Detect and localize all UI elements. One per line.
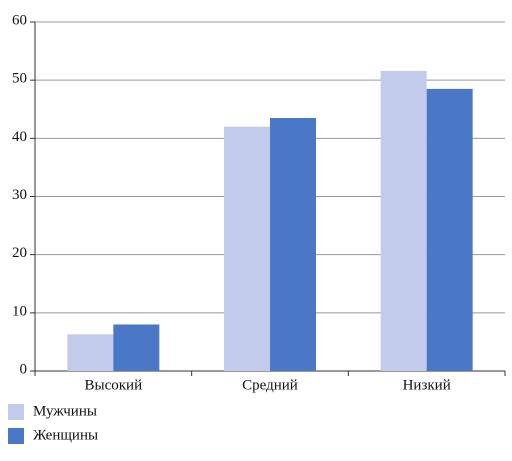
bar [67,334,114,371]
y-tick-label: 40 [12,129,27,145]
x-tick-label: Высокий [85,377,143,393]
bar [380,70,427,372]
y-tick-label: 50 [12,71,27,87]
x-tick-label: Средний [242,377,298,393]
y-tick-label: 0 [20,361,28,377]
y-tick-label: 60 [12,12,27,28]
bar [426,88,473,372]
y-tick-label: 30 [12,187,27,203]
bar [270,117,316,371]
y-tick-label: 20 [12,245,27,261]
bar [224,126,270,371]
legend-label: Мужчины [33,403,97,419]
legend-label: Женщины [33,427,98,443]
bar [113,324,160,371]
y-tick-label: 10 [12,303,27,319]
legend-swatch [8,404,24,420]
x-tick-label: Низкий [403,377,451,393]
legend-swatch [8,428,24,444]
